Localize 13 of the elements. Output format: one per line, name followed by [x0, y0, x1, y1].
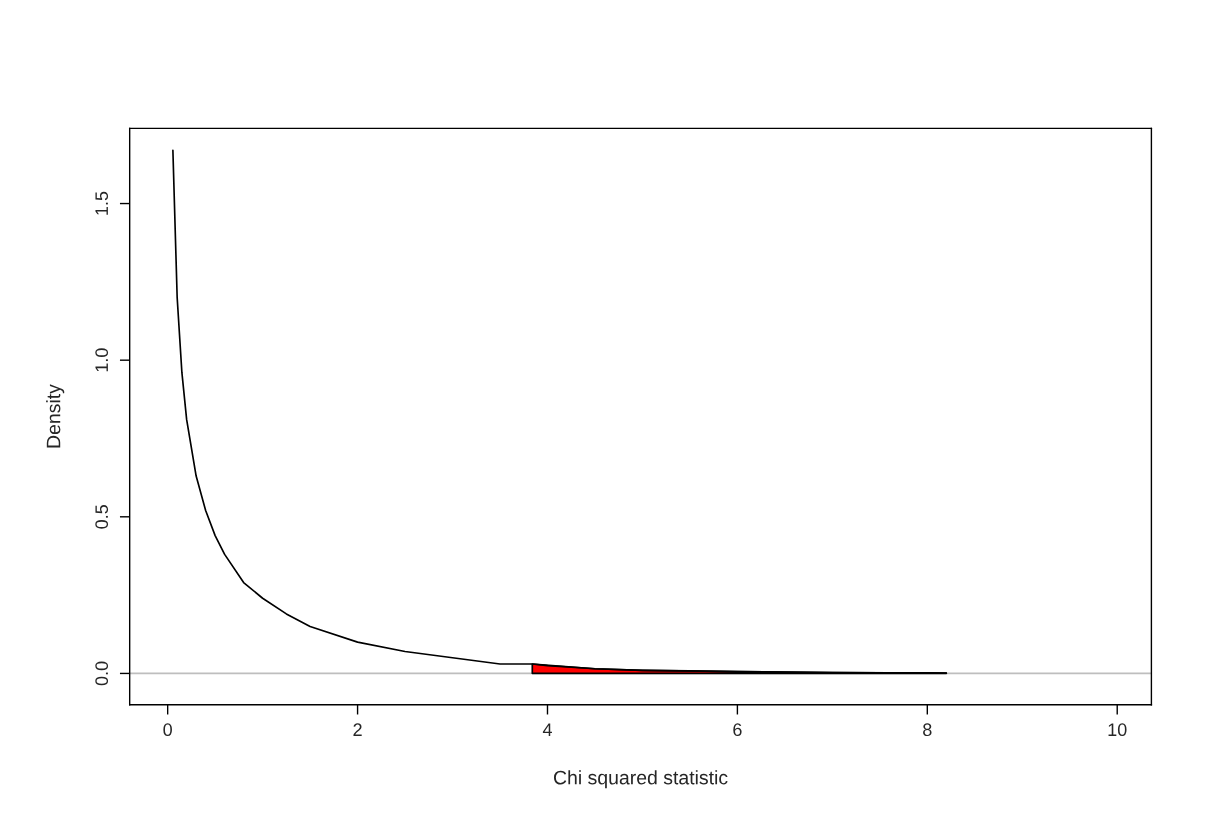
y-axis-title: Density [46, 384, 65, 448]
line-series [172, 149, 948, 674]
x-tick-label: 2 [353, 723, 362, 736]
x-tick-label: 8 [923, 723, 932, 737]
y-tick-label: 1.5 [95, 191, 109, 215]
x-tick-label: 10 [1108, 723, 1127, 737]
x-axis-title: Chi squared statistic [554, 770, 728, 789]
y-tick-label: 0.0 [95, 661, 109, 686]
x-tick-label: 6 [733, 723, 742, 737]
x-tick-label: 0 [163, 723, 172, 737]
x-tick-label: 4 [542, 723, 552, 736]
y-tick-label: 1.0 [95, 348, 109, 372]
y-tick-label: 0.5 [95, 505, 109, 529]
